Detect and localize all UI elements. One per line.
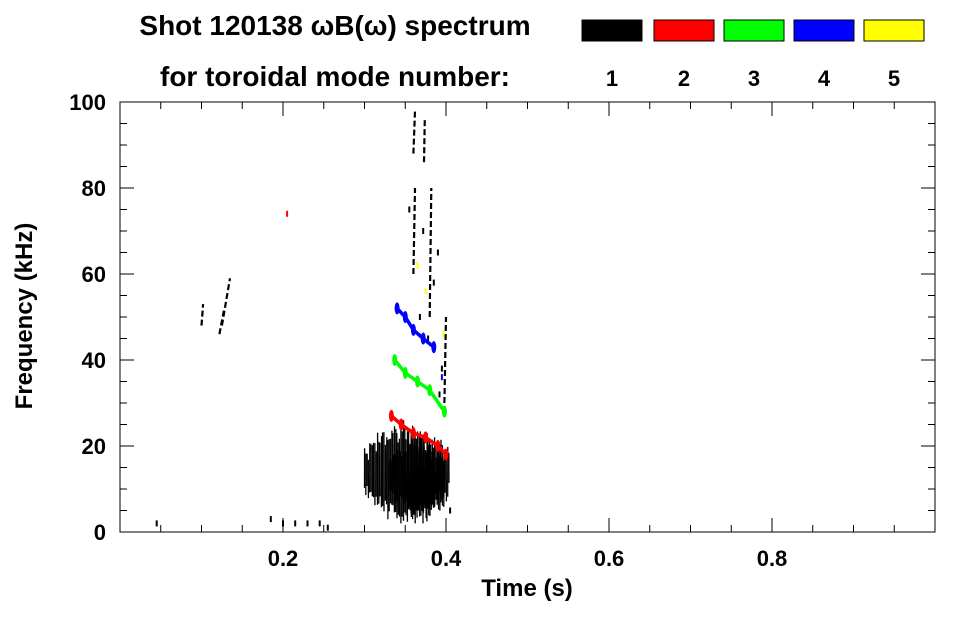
dot-1-6 [327, 525, 329, 531]
legend-label-2: 2 [678, 66, 690, 91]
streak-1-4 [424, 119, 425, 162]
ridge-point-4-2 [411, 324, 416, 336]
y-tick-label: 0 [94, 520, 106, 545]
ridge-point-2-0 [389, 410, 394, 422]
dot-2-0 [286, 211, 288, 217]
dot-1-4 [307, 520, 309, 526]
legend-label-5: 5 [888, 66, 900, 91]
dot-1-14 [439, 391, 441, 397]
ridge-point-3-2 [415, 376, 420, 388]
plot-frame [120, 102, 935, 532]
dot-5-2 [417, 262, 419, 268]
x-tick-label: 0.6 [594, 546, 625, 571]
dot-1-12 [419, 314, 421, 320]
streak-1-7 [444, 317, 446, 403]
dot-1-5 [319, 520, 321, 526]
chart-subtitle: for toroidal mode number: [160, 61, 510, 92]
dot-1-9 [433, 280, 435, 286]
dot-1-3 [294, 520, 296, 526]
ridge-point-4-3 [421, 333, 426, 345]
legend-label-1: 1 [606, 66, 618, 91]
x-tick-label: 0.2 [268, 546, 299, 571]
y-axis-label: Frequency (kHz) [11, 223, 38, 410]
x-tick-label: 0.4 [431, 546, 462, 571]
ridge-point-3-3 [427, 384, 432, 396]
ridge-point-2-4 [435, 440, 440, 452]
x-tick-label: 0.8 [757, 546, 788, 571]
ridge-point-2-2 [411, 427, 416, 439]
ridge-point-2-1 [399, 419, 404, 431]
dot-5-1 [443, 331, 445, 337]
ridge-3 [395, 360, 445, 412]
y-tick-label: 40 [82, 348, 106, 373]
series-5 [417, 262, 445, 337]
dot-1-0 [156, 520, 158, 526]
ridge-point-4-0 [395, 302, 400, 314]
legend-swatch-4 [794, 20, 854, 41]
legend-swatch-5 [864, 20, 924, 41]
axes: 0.2 0.4 0.6 0.8 0 20 40 60 80 100 [69, 90, 935, 571]
series-3 [392, 354, 447, 418]
dot-1-1 [270, 516, 272, 522]
legend-swatch-2 [654, 20, 714, 41]
dot-1-16 [449, 508, 451, 514]
ridge-point-3-1 [403, 367, 408, 379]
ridge-point-3-4 [442, 406, 447, 418]
y-tick-label: 100 [69, 90, 106, 115]
chart-title: Shot 120138 ωB(ω) spectrum [139, 10, 530, 41]
x-axis-label: Time (s) [481, 575, 573, 602]
streak-1-2 [202, 304, 204, 326]
legend-swatch-3 [724, 20, 784, 41]
dot-1-10 [437, 250, 439, 256]
dot-1-15 [441, 366, 443, 372]
ridge-point-2-5 [444, 449, 449, 461]
legend-label-3: 3 [748, 66, 760, 91]
streak-1-5 [413, 188, 415, 274]
ridge-point-4-1 [403, 311, 408, 323]
legend: 1 2 3 4 5 [582, 20, 924, 91]
y-tick-label: 80 [82, 176, 106, 201]
plot-marks [156, 111, 451, 531]
dot-5-0 [425, 288, 427, 294]
streak-1-3 [413, 111, 415, 154]
legend-swatch-1 [582, 20, 642, 41]
ridge-point-4-4 [431, 341, 436, 353]
dot-4-0 [441, 374, 443, 380]
ridge-point-2-3 [423, 431, 428, 443]
legend-label-4: 4 [818, 66, 831, 91]
streak-1-0 [222, 278, 230, 325]
streak-1-6 [430, 188, 432, 317]
y-tick-label: 60 [82, 262, 106, 287]
y-tick-label: 20 [82, 434, 106, 459]
dot-1-8 [422, 228, 424, 234]
ridge-point-3-0 [392, 354, 397, 366]
dot-1-11 [408, 207, 410, 213]
